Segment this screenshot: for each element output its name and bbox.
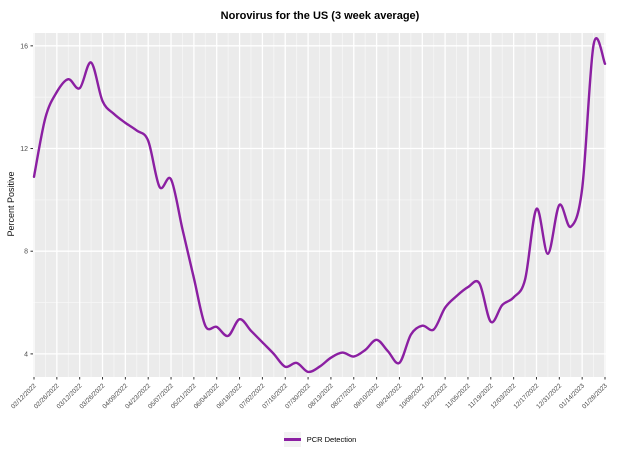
y-tick-label: 16 [20,43,28,50]
y-tick-label: 4 [24,351,28,358]
chart-title: Norovirus for the US (3 week average) [220,10,420,22]
legend-label: PCR Detection [306,435,357,444]
y-tick-label: 8 [24,249,28,256]
plot-area: 48121602/12/202202/26/202203/12/202203/2… [10,33,609,410]
pcr-detection-line [32,37,607,374]
legend: PCR Detection [0,432,640,447]
legend-key-line-swatch [283,432,301,447]
y-tick-label: 12 [20,146,28,153]
x-tick-label: 01/28/2023 [581,382,609,410]
